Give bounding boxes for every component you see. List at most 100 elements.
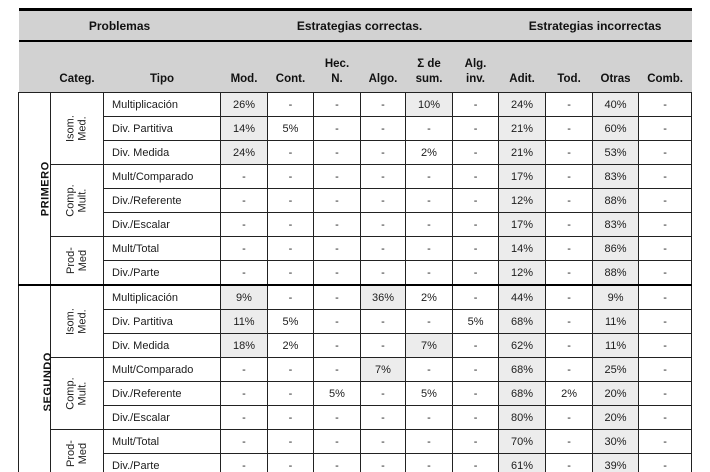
group-header-estrategias-correctas: Estrategias correctas. — [220, 8, 499, 42]
value-cell: 21% — [498, 116, 547, 141]
value-cell: - — [360, 92, 406, 117]
value-cell: 2% — [545, 381, 594, 406]
tipo-cell: Div./Referente — [103, 381, 221, 406]
col-header-mod: Mod. — [220, 41, 268, 93]
value-cell: 5% — [405, 381, 453, 406]
value-cell: 36% — [360, 284, 406, 310]
tipo-cell: Div. Partitiva — [103, 309, 221, 334]
value-cell: 61% — [498, 453, 547, 472]
value-cell: 17% — [498, 212, 547, 237]
value-cell: - — [267, 92, 314, 117]
value-cell: 11% — [592, 309, 640, 334]
value-cell: - — [545, 260, 594, 286]
value-cell: - — [638, 429, 693, 454]
value-cell: - — [267, 429, 314, 454]
table-row: Div./Referente - -5% -5% -68% 2% 20% - — [19, 381, 693, 406]
value-cell: - — [313, 164, 361, 189]
value-cell: - — [638, 140, 693, 165]
table-row: Div./Escalar - - - - - -80% -20% - — [19, 405, 693, 430]
page: Problemas Estrategias correctas. Estrate… — [0, 8, 710, 472]
value-cell: 17% — [498, 164, 547, 189]
value-cell: - — [638, 116, 693, 141]
value-cell: - — [451, 429, 500, 454]
table-row: Comp. Mult. Mult/Comparado - - - - - -17% -83% - — [19, 164, 693, 237]
value-cell: - — [545, 164, 594, 189]
value-cell: - — [451, 453, 500, 472]
value-cell: - — [405, 453, 453, 472]
value-cell: - — [545, 140, 594, 165]
tipo-cell: Mult/Total — [103, 429, 221, 454]
tipo-cell: Mult/Comparado — [103, 164, 221, 189]
value-cell: - — [360, 116, 406, 141]
tipo-cell: Multiplicación — [103, 284, 221, 310]
col-header-categ: Categ. — [50, 41, 104, 93]
value-cell: - — [313, 429, 361, 454]
value-cell: 18% — [220, 333, 268, 358]
value-cell: - — [545, 453, 594, 472]
value-cell: - — [545, 309, 594, 334]
category-cell: Prod- Med — [50, 236, 104, 286]
strategies-table: Problemas Estrategias correctas. Estrate… — [18, 8, 693, 472]
grade-cell: SEGUNDO — [18, 284, 54, 472]
value-cell: 20% — [592, 381, 640, 406]
value-cell: 14% — [498, 236, 547, 261]
value-cell: 21% — [498, 140, 547, 165]
value-cell: 88% — [592, 188, 640, 213]
table-row: Div. Partitiva 14% 5% - - - -21% -60% - — [19, 116, 693, 141]
value-cell: - — [451, 164, 500, 189]
value-cell: - — [638, 309, 693, 334]
value-cell: - — [313, 140, 361, 165]
value-cell: 10% — [405, 92, 453, 117]
value-cell: - — [220, 212, 268, 237]
value-cell: - — [267, 140, 314, 165]
value-cell: - — [545, 92, 594, 117]
category-label: Comp. Mult. — [64, 184, 88, 217]
value-cell: 2% — [267, 333, 314, 358]
col-header-adit: Adit. — [498, 41, 546, 93]
value-cell: - — [220, 236, 268, 261]
value-cell: - — [405, 429, 453, 454]
value-cell: - — [313, 260, 361, 286]
value-cell: 68% — [498, 357, 547, 382]
category-cell: Comp. Mult. — [50, 164, 104, 237]
category-cell: Comp. Mult. — [50, 357, 104, 430]
value-cell: - — [451, 212, 500, 237]
value-cell: - — [405, 188, 453, 213]
value-cell: 5% — [267, 116, 314, 141]
value-cell: - — [638, 260, 693, 286]
value-cell: - — [313, 333, 361, 358]
value-cell: - — [451, 381, 500, 406]
value-cell: - — [545, 212, 594, 237]
value-cell: 12% — [498, 188, 547, 213]
value-cell: - — [405, 260, 453, 286]
col-header-comb: Comb. — [638, 41, 692, 93]
value-cell: - — [360, 164, 406, 189]
value-cell: - — [405, 212, 453, 237]
value-cell: - — [451, 357, 500, 382]
table-row: PRIMERO Isom. Med. Multiplicación 26% - - -10%… — [18, 92, 693, 286]
value-cell: - — [267, 236, 314, 261]
value-cell: 11% — [220, 309, 268, 334]
category-label: Comp. Mult. — [64, 377, 88, 410]
tipo-cell: Multiplicación — [103, 92, 221, 117]
value-cell: 80% — [498, 405, 547, 430]
value-cell: 5% — [451, 309, 500, 334]
value-cell: - — [545, 429, 594, 454]
value-cell: - — [313, 357, 361, 382]
value-cell: 14% — [220, 116, 268, 141]
value-cell: - — [451, 284, 500, 310]
value-cell: - — [313, 453, 361, 472]
value-cell: - — [451, 140, 500, 165]
value-cell: - — [220, 260, 268, 286]
value-cell: 12% — [498, 260, 547, 286]
table-row: SEGUNDO Isom. Med. Multiplicación 9% - -36% 2%… — [18, 284, 693, 472]
value-cell: 40% — [592, 92, 640, 117]
col-header-alg-inv: Alg. inv. — [452, 41, 499, 93]
value-cell: - — [405, 309, 453, 334]
value-cell: 62% — [498, 333, 547, 358]
value-cell: - — [360, 333, 406, 358]
category-label: Prod- Med — [64, 247, 88, 274]
value-cell: - — [360, 405, 406, 430]
value-cell: - — [638, 357, 693, 382]
value-cell: 53% — [592, 140, 640, 165]
